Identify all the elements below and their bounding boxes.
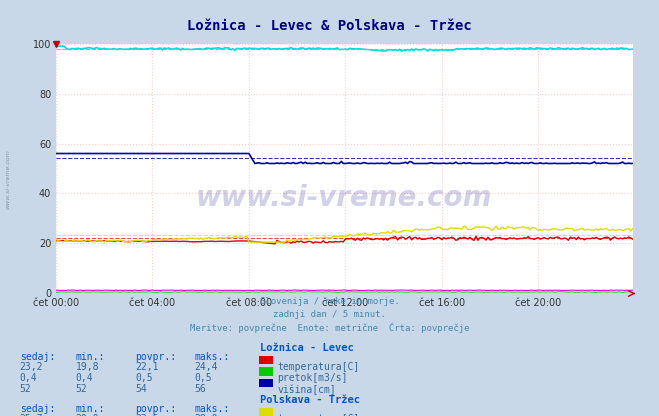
Text: 19,8: 19,8 (76, 362, 100, 372)
Text: 25,7: 25,7 (20, 414, 43, 416)
Text: Meritve: povprečne  Enote: metrične  Črta: povprečje: Meritve: povprečne Enote: metrične Črta:… (190, 322, 469, 333)
Text: temperatura[C]: temperatura[C] (277, 414, 360, 416)
Text: maks.:: maks.: (194, 352, 229, 362)
Text: 23,5: 23,5 (135, 414, 159, 416)
Text: 23,2: 23,2 (20, 362, 43, 372)
Text: www.si-vreme.com: www.si-vreme.com (196, 184, 492, 213)
Text: sedaj:: sedaj: (20, 352, 55, 362)
Text: 0,4: 0,4 (76, 373, 94, 383)
Text: 0,4: 0,4 (20, 373, 38, 383)
Text: maks.:: maks.: (194, 404, 229, 414)
Text: temperatura[C]: temperatura[C] (277, 362, 360, 372)
Text: 22,1: 22,1 (135, 362, 159, 372)
Text: 0,5: 0,5 (194, 373, 212, 383)
Text: 52: 52 (20, 384, 32, 394)
Text: 20,0: 20,0 (76, 414, 100, 416)
Text: Ložnica - Levec: Ložnica - Levec (260, 343, 354, 353)
Text: sedaj:: sedaj: (20, 404, 55, 414)
Text: min.:: min.: (76, 352, 105, 362)
Text: zadnji dan / 5 minut.: zadnji dan / 5 minut. (273, 310, 386, 319)
Text: Polskava - Tržec: Polskava - Tržec (260, 395, 360, 405)
Text: povpr.:: povpr.: (135, 404, 176, 414)
Text: 56: 56 (194, 384, 206, 394)
Text: Slovenija / reke in morje.: Slovenija / reke in morje. (260, 297, 399, 307)
Text: 52: 52 (76, 384, 88, 394)
Text: Ložnica - Levec & Polskava - Tržec: Ložnica - Levec & Polskava - Tržec (187, 19, 472, 33)
Text: 54: 54 (135, 384, 147, 394)
Text: povpr.:: povpr.: (135, 352, 176, 362)
Text: www.si-vreme.com: www.si-vreme.com (5, 149, 11, 209)
Text: min.:: min.: (76, 404, 105, 414)
Text: pretok[m3/s]: pretok[m3/s] (277, 373, 348, 383)
Text: 28,0: 28,0 (194, 414, 218, 416)
Text: 0,5: 0,5 (135, 373, 153, 383)
Text: višina[cm]: višina[cm] (277, 384, 336, 395)
Text: 24,4: 24,4 (194, 362, 218, 372)
